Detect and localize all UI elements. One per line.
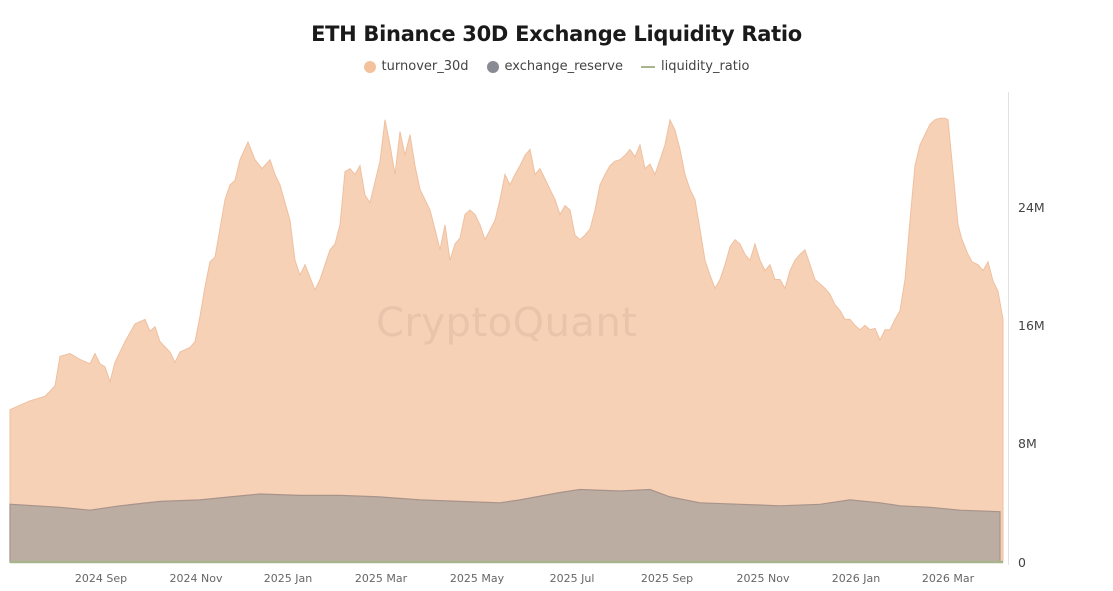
x-tick-label: 2024 Sep [74,572,128,585]
watermark: CryptoQuant [376,300,638,346]
x-tick-label: 2025 Jan [263,572,313,585]
legend-label: liquidity_ratio [660,59,750,74]
legend-item-exchange-reserve[interactable]: exchange_reserve [486,59,623,74]
x-tick-label: 2026 Jan [831,572,881,585]
legend-item-turnover[interactable]: turnover_30d [363,59,469,74]
y-tick-label: 16M [1018,318,1045,333]
x-tick-label: 2025 Mar [354,572,408,585]
x-tick-label: 2025 Sep [640,572,694,585]
chart-legend: turnover_30d exchange_reserve liquidity_… [0,59,1113,74]
legend-label: exchange_reserve [504,59,623,74]
turnover-area [9,117,1004,563]
x-tick-label: 2025 Nov [736,572,790,585]
legend-item-liquidity-ratio[interactable]: liquidity_ratio [640,59,750,74]
ratio-line-icon [640,65,655,68]
y-tick-label: 0 [1018,555,1026,570]
exchange-reserve-area [9,488,1001,563]
chart-title: ETH Binance 30D Exchange Liquidity Ratio [311,22,802,46]
y-tick-label: 24M [1018,200,1045,215]
x-tick-label: 2025 May [449,572,505,585]
reserve-dot-icon [486,60,499,73]
x-tick-label: 2025 Jul [549,572,595,585]
turnover-dot-icon [363,60,376,73]
x-tick-label: 2024 Nov [169,572,223,585]
legend-label: turnover_30d [381,59,469,74]
x-tick-label: 2026 Mar [921,572,975,585]
y-tick-label: 8M [1018,436,1037,451]
